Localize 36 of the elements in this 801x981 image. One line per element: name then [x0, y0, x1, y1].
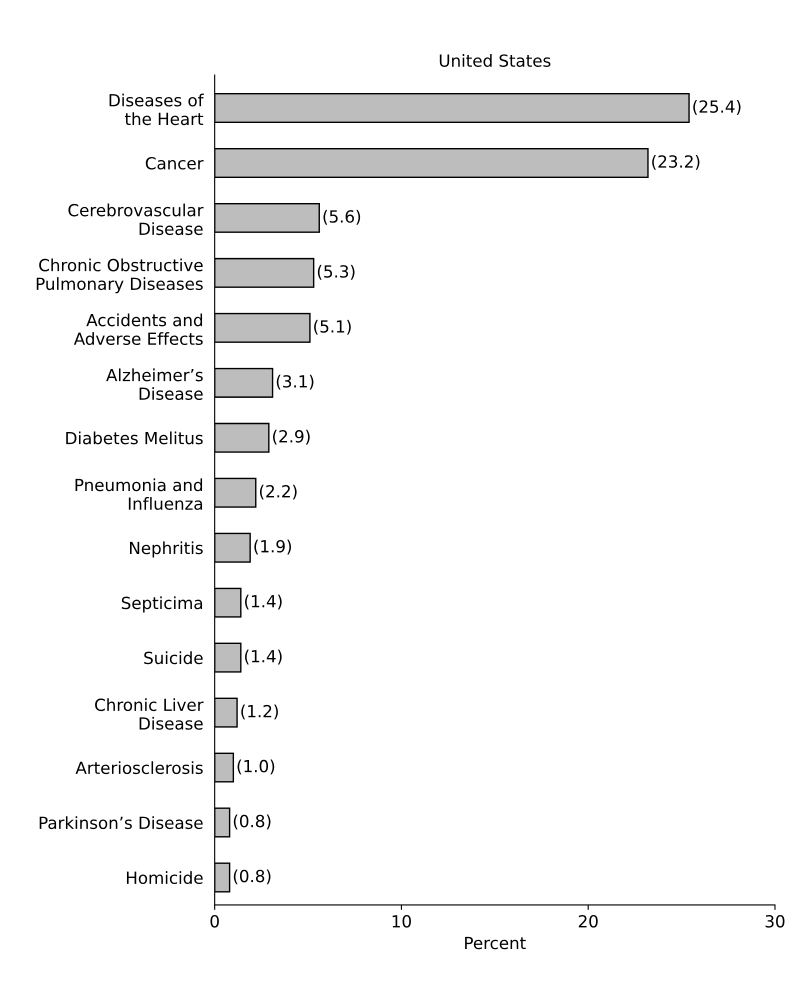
data-label: (3.1) [276, 374, 314, 390]
y-tick-label: Cerebrovascular Disease [68, 204, 204, 236]
data-label: (1.4) [245, 650, 282, 664]
data-label: (0.8) [234, 814, 270, 830]
y-tick-label: Parkinson’s Disease [40, 816, 203, 830]
y-tick-label: Cancer [146, 156, 204, 170]
x-axis-title: Percent [465, 936, 526, 950]
y-tick-label: Diseases of the Heart [110, 94, 204, 126]
y-tick-label: Pneumonia and Influenza [76, 478, 202, 510]
x-tick-label: 10 [392, 914, 411, 928]
y-tick-label: Chronic Liver Disease [95, 698, 204, 730]
y-tick-label: Accidents and Adverse Effects [74, 313, 203, 346]
data-label: (1.0) [238, 760, 274, 774]
x-tick-label: 30 [766, 914, 784, 928]
data-label: (2.2) [260, 484, 297, 500]
data-label: (5.3) [318, 264, 355, 280]
data-label: (0.8) [234, 869, 270, 884]
data-label: (1.9) [254, 540, 292, 555]
y-tick-label: Chronic Obstructive Pulmonary Diseases [36, 258, 203, 294]
data-label: (1.4) [245, 594, 282, 610]
x-tick-label: 0 [210, 914, 219, 928]
y-tick-label: Homicide [126, 871, 203, 884]
y-tick-label: Alzheimer’s Disease [106, 368, 203, 400]
data-label: (23.2) [652, 154, 700, 170]
y-tick-label: Septicima [122, 596, 202, 612]
y-tick-label: Arteriosclerosis [76, 761, 203, 774]
data-label: (2.9) [273, 430, 310, 445]
data-label: (25.4) [693, 100, 741, 115]
chart-title: United States [440, 54, 550, 67]
data-label: (5.1) [314, 320, 351, 335]
data-label: (5.6) [323, 210, 360, 225]
y-tick-label: Diabetes Melitus [66, 431, 203, 444]
data-label: (1.2) [241, 704, 278, 720]
y-tick-label: Nephritis [130, 541, 203, 558]
y-tick-label: Suicide [144, 651, 203, 664]
x-tick-label: 20 [578, 914, 598, 928]
